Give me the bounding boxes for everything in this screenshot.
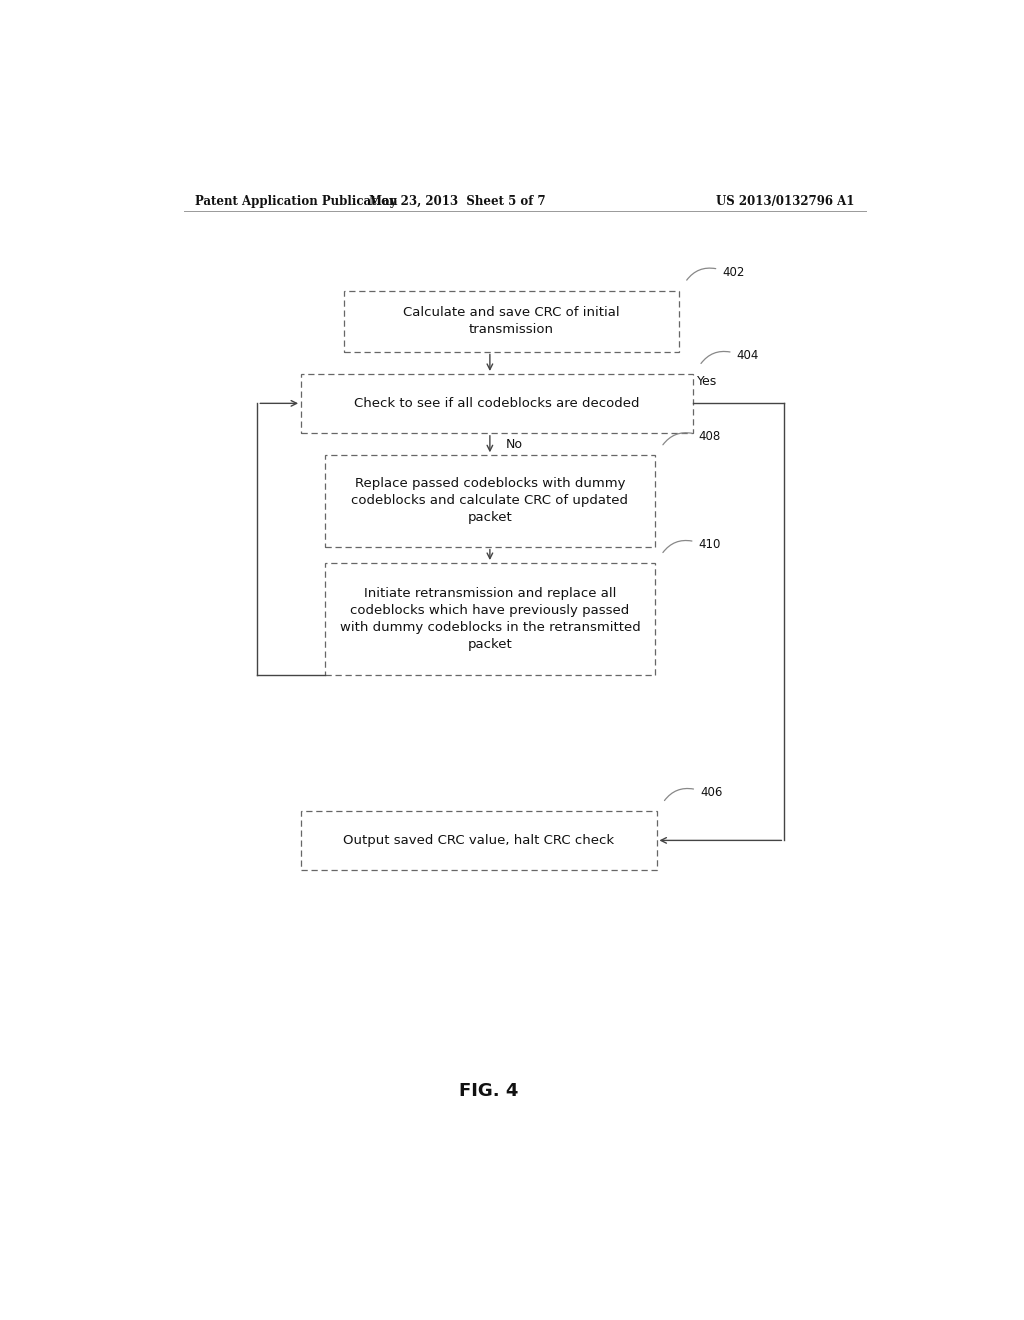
Text: Calculate and save CRC of initial
transmission: Calculate and save CRC of initial transm… [403, 306, 620, 337]
Text: May 23, 2013  Sheet 5 of 7: May 23, 2013 Sheet 5 of 7 [369, 194, 546, 207]
Text: 406: 406 [700, 787, 723, 799]
Text: US 2013/0132796 A1: US 2013/0132796 A1 [716, 194, 854, 207]
FancyBboxPatch shape [344, 290, 679, 351]
Text: Patent Application Publication: Patent Application Publication [196, 194, 398, 207]
FancyBboxPatch shape [301, 374, 693, 433]
Text: 410: 410 [698, 539, 721, 552]
FancyBboxPatch shape [325, 562, 655, 675]
Text: Initiate retransmission and replace all
codeblocks which have previously passed
: Initiate retransmission and replace all … [340, 587, 640, 651]
Text: FIG. 4: FIG. 4 [460, 1082, 519, 1101]
FancyBboxPatch shape [325, 455, 655, 546]
Text: Replace passed codeblocks with dummy
codeblocks and calculate CRC of updated
pac: Replace passed codeblocks with dummy cod… [351, 478, 629, 524]
Text: 408: 408 [698, 430, 721, 444]
Text: Check to see if all codeblocks are decoded: Check to see if all codeblocks are decod… [354, 397, 640, 409]
Text: 404: 404 [736, 348, 759, 362]
Text: 402: 402 [722, 265, 744, 279]
FancyBboxPatch shape [301, 810, 656, 870]
Text: Yes: Yes [697, 375, 717, 388]
Text: No: No [506, 437, 523, 450]
Text: Output saved CRC value, halt CRC check: Output saved CRC value, halt CRC check [343, 834, 614, 847]
